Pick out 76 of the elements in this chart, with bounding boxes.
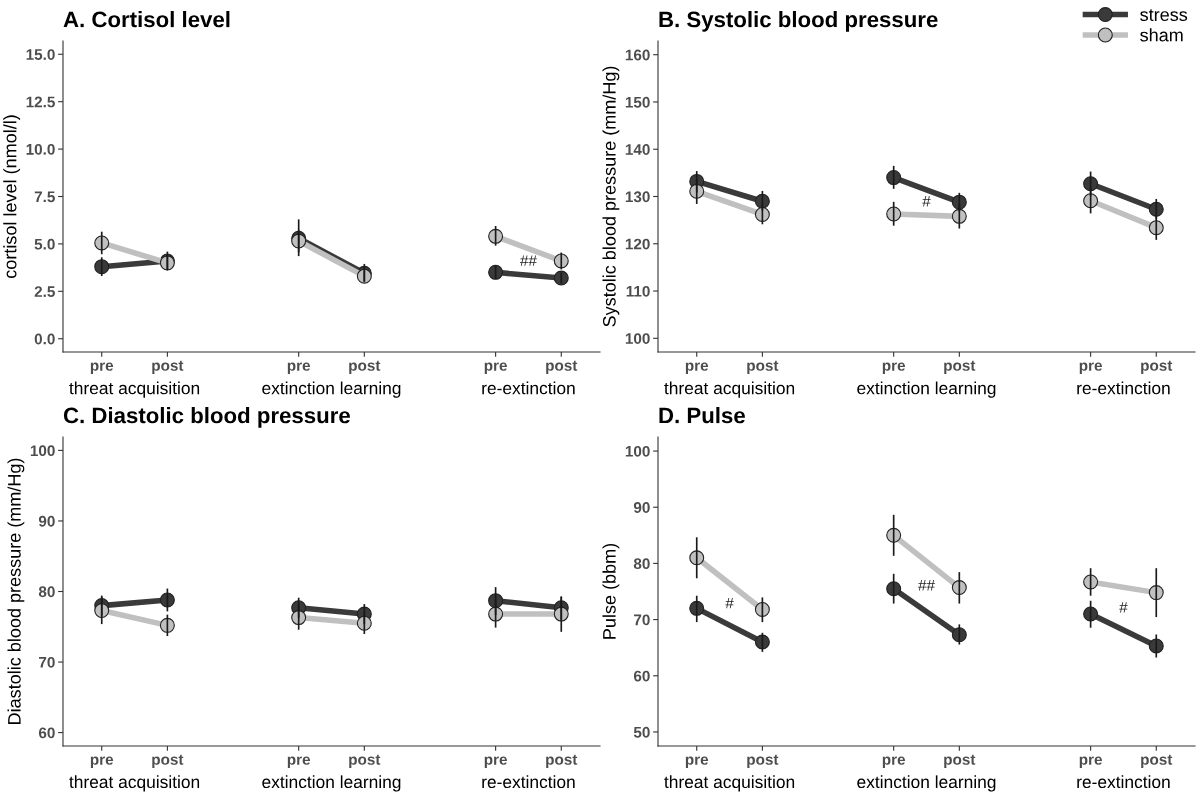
- y-tick-label: 160: [625, 49, 650, 61]
- x-tick-label: pre: [685, 362, 709, 374]
- x-tick-label: post: [349, 754, 381, 768]
- x-tick-label: pre: [685, 756, 709, 768]
- x-tick-label: pre: [287, 756, 311, 768]
- x-tick-label: pre: [1079, 362, 1102, 374]
- y-tick-label: 90: [633, 502, 650, 513]
- y-tick-label: 7.5: [34, 191, 55, 203]
- y-tick-label: 0.0: [34, 333, 55, 345]
- chart-title: A. Cortisol level: [63, 11, 230, 28]
- y-tick-label: 12.5: [26, 96, 55, 108]
- y-tick-label: 90: [38, 515, 55, 527]
- y-tick-label: 100: [30, 445, 55, 457]
- y-tick-label: 5.0: [34, 238, 55, 250]
- x-tick-label: pre: [90, 362, 114, 374]
- x-tick-label: post: [1141, 360, 1173, 374]
- y-tick-label: 2.5: [34, 286, 55, 297]
- x-tick-label: post: [944, 754, 976, 768]
- y-tick-label: 80: [633, 558, 650, 570]
- text: threat acquisition: [664, 381, 795, 398]
- text: threat acquisition: [69, 381, 200, 398]
- text: threat acquisition: [69, 775, 200, 792]
- legend-label: stress: [1140, 9, 1188, 22]
- x-tick-label: post: [152, 754, 184, 768]
- y-tick-label: 80: [38, 586, 55, 598]
- y-tick-label: 10.0: [26, 143, 55, 155]
- annotation: #: [725, 597, 734, 609]
- text: extinction learning: [857, 775, 996, 792]
- y-tick-label: 120: [625, 238, 650, 250]
- y-tick-label: 140: [625, 144, 650, 155]
- x-tick-label: post: [747, 360, 779, 374]
- y-axis-title: Pulse (bbm): [602, 543, 620, 639]
- x-tick-label: pre: [287, 362, 311, 374]
- x-tick-label: pre: [1079, 756, 1102, 768]
- y-axis-title: Systolic blood pressure (mm/Hg): [602, 66, 620, 327]
- text: re-extinction: [1077, 381, 1170, 395]
- text: re-extinction: [1077, 775, 1170, 789]
- y-tick-label: 100: [625, 333, 650, 344]
- x-tick-label: pre: [484, 756, 507, 768]
- x-tick-label: post: [546, 754, 578, 768]
- x-tick-label: post: [349, 360, 381, 374]
- legend-label: sham: [1140, 28, 1183, 42]
- y-tick-label: 150: [625, 96, 650, 108]
- y-tick-label: 110: [626, 285, 650, 297]
- text: extinction learning: [262, 775, 401, 792]
- text: re-extinction: [482, 381, 575, 395]
- annotation: #: [922, 196, 931, 207]
- chart-title: D. Pulse: [659, 407, 745, 424]
- y-tick-label: 50: [633, 726, 650, 738]
- y-tick-label: 70: [634, 614, 650, 626]
- x-tick-label: pre: [882, 756, 906, 768]
- x-tick-label: post: [152, 360, 184, 374]
- text: extinction learning: [262, 381, 401, 398]
- y-axis-title: Diastolic blood pressure (mm/Hg): [7, 458, 25, 724]
- chart-title: C. Diastolic blood pressure: [63, 407, 350, 428]
- text: re-extinction: [482, 775, 575, 789]
- y-axis-title: cortisol level (nmol/l): [3, 115, 21, 278]
- x-tick-label: post: [1141, 754, 1173, 768]
- x-tick-label: pre: [484, 362, 507, 374]
- x-tick-label: pre: [882, 362, 906, 374]
- y-tick-label: 130: [625, 191, 650, 203]
- chart-title: B. Systolic blood pressure: [659, 11, 938, 32]
- y-tick-label: 60: [38, 727, 55, 739]
- x-tick-label: post: [944, 360, 976, 374]
- x-tick-label: post: [546, 360, 578, 374]
- y-tick-label: 70: [39, 656, 55, 668]
- text: threat acquisition: [664, 775, 795, 792]
- annotation: #: [1119, 602, 1128, 613]
- text: extinction learning: [857, 381, 996, 398]
- y-tick-label: 15.0: [26, 49, 55, 60]
- annotation: ##: [918, 580, 935, 591]
- x-tick-label: post: [747, 754, 779, 768]
- annotation: ##: [520, 255, 537, 266]
- y-tick-label: 60: [633, 670, 650, 682]
- y-tick-label: 100: [625, 445, 650, 457]
- x-tick-label: pre: [90, 756, 114, 768]
